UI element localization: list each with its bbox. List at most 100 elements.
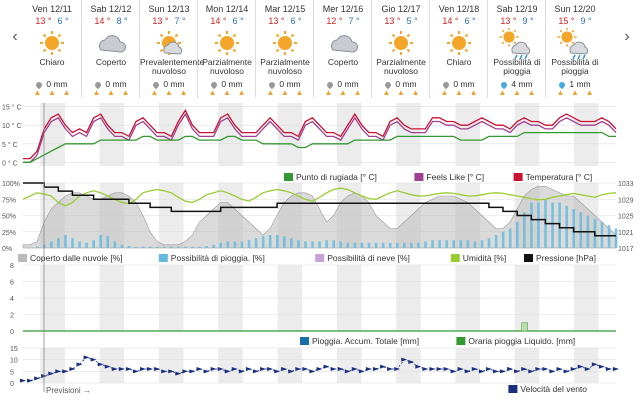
day-column[interactable]: Sun 12/20 15 ° 9 ° Possibilità di pioggia 1 … bbox=[545, 0, 604, 98]
day-column[interactable]: Mar 12/15 13 ° 6 ° Parzialmente nuvoloso 0 m… bbox=[255, 0, 314, 98]
cloud-legend-swatch bbox=[18, 254, 27, 262]
day-column[interactable]: Gio 12/17 13 ° 5 ° Parzialmente nuvoloso 0 m… bbox=[371, 0, 430, 98]
precip-prob-bar bbox=[480, 240, 484, 248]
cloud-night-band bbox=[598, 183, 616, 248]
cloud-y-tick: 100% bbox=[2, 181, 20, 188]
precip-prob-bar bbox=[360, 242, 364, 248]
next-day-button[interactable]: › bbox=[624, 28, 630, 45]
condition-text: Coperto bbox=[95, 57, 127, 67]
temp-night-band bbox=[480, 103, 498, 166]
precip-prob-bar bbox=[579, 212, 583, 248]
precip-prob-bar bbox=[99, 235, 103, 248]
precip-prob-bar bbox=[42, 244, 46, 248]
wind-arrow-icon bbox=[55, 369, 62, 374]
temp-y-tick: 0 ° C bbox=[2, 159, 18, 167]
precip-prob-bar bbox=[607, 225, 611, 248]
precip-prob-bar bbox=[600, 222, 604, 248]
precip-prob-bar bbox=[106, 236, 110, 248]
wind-legend-label: Velocità del vento bbox=[520, 384, 587, 394]
rain-amount: 0 mm bbox=[82, 79, 140, 89]
rain-day-band bbox=[158, 265, 184, 331]
precip-prob-bar bbox=[388, 242, 392, 248]
temp-night-band bbox=[497, 103, 515, 166]
wind-night-band bbox=[82, 348, 100, 383]
precip-prob-bar bbox=[466, 240, 470, 248]
cloud-night-band bbox=[361, 183, 379, 248]
wind-arrow-icon bbox=[203, 369, 210, 374]
day-column[interactable]: Sab 12/19 13 ° 9 ° Possibilità di pioggia 4 … bbox=[487, 0, 546, 98]
prev-day-button[interactable]: ‹ bbox=[12, 28, 18, 45]
precip-prob-bar bbox=[508, 228, 512, 248]
sun-phase-icons: ▲ ▲ ▲ bbox=[556, 88, 594, 97]
cloud-night-band bbox=[480, 183, 498, 248]
wind-arrow-icon bbox=[147, 367, 154, 371]
wind-arrow-icon bbox=[344, 369, 351, 374]
day-column[interactable]: Sab 12/12 14 ° 8 ° Coperto 0 mm ▲ ▲ ▲ bbox=[81, 0, 140, 98]
day-column[interactable]: Mon 12/14 14 ° 6 ° Parzialmente nuvoloso 0 m… bbox=[197, 0, 256, 98]
condition-text: Possibilità di pioggia bbox=[493, 57, 541, 76]
temp-night-band bbox=[556, 103, 574, 166]
sun-phase-icons: ▲ ▲ ▲ bbox=[208, 88, 246, 97]
rain-day-band bbox=[99, 265, 125, 331]
sun-phase-icons: ▲ ▲ ▲ bbox=[324, 88, 362, 97]
wind-y-tick: 10 bbox=[10, 358, 18, 365]
wind-arrow-icon bbox=[125, 367, 132, 371]
pressure-y-tick: 1029 bbox=[618, 197, 634, 204]
temp-y-tick: 5 ° C bbox=[2, 141, 18, 149]
precip-prob-bar bbox=[501, 231, 505, 248]
rain-amount: 0 mm bbox=[372, 79, 430, 89]
rain-night-band bbox=[420, 265, 439, 331]
temp-night-band bbox=[378, 103, 397, 166]
temp-legend-label: Feels Like [° C] bbox=[426, 172, 484, 182]
day-column[interactable]: Ven 12/11 13 ° 6 ° Chiaro 0 mm ▲ ▲ ▲ bbox=[23, 0, 81, 98]
pressure-y-tick: 1025 bbox=[618, 214, 634, 221]
sun-cloud-icon bbox=[149, 28, 189, 58]
condition-text: Prevalentemente nuvoloso bbox=[140, 57, 205, 76]
cloud-legend-swatch bbox=[315, 254, 325, 262]
wind-arrow-icon bbox=[189, 369, 196, 374]
wind-arrow-icon bbox=[556, 367, 563, 371]
precip-prob-bar bbox=[205, 246, 208, 248]
temp-max: 14 ° bbox=[94, 16, 111, 26]
wind-arrow-icon bbox=[111, 367, 118, 371]
precip-prob-bar bbox=[92, 240, 95, 248]
temp-day-band bbox=[514, 103, 540, 166]
wind-arrow-icon bbox=[274, 369, 281, 374]
temp-day-band bbox=[277, 103, 303, 166]
day-column[interactable]: Ven 12/18 14 ° 6 ° Chiaro 0 mm ▲ ▲ ▲ bbox=[429, 0, 488, 98]
rain-amount: 0 mm bbox=[23, 79, 81, 89]
precip-prob-bar bbox=[515, 222, 519, 248]
sun-icon bbox=[32, 28, 72, 58]
precip-prob-bar bbox=[431, 240, 434, 248]
wind-night-band bbox=[183, 348, 201, 383]
cloud-day-band bbox=[99, 183, 125, 248]
pressure-line bbox=[23, 182, 616, 237]
temp-legend-swatch bbox=[513, 173, 523, 181]
precip-prob-bar bbox=[113, 241, 117, 248]
wind-arrow-icon bbox=[450, 369, 457, 374]
wind-arrow-icon bbox=[238, 369, 245, 374]
precip-prob-bar bbox=[558, 202, 561, 248]
wind-arrow-icon bbox=[69, 367, 76, 371]
wind-night-band bbox=[598, 348, 616, 383]
rain-night-band bbox=[378, 265, 397, 331]
day-column[interactable]: Sun 12/13 13 ° 7 ° Prevalentemente nuvoloso… bbox=[139, 0, 205, 98]
precip-prob-bar bbox=[141, 246, 145, 248]
precip-prob-bar bbox=[586, 215, 590, 248]
wind-arrow-icon bbox=[464, 369, 471, 374]
precip-prob-bar bbox=[155, 246, 159, 248]
wind-arrow-icon bbox=[485, 367, 492, 371]
previsioni-label: Previsioni → bbox=[46, 386, 91, 395]
rain-day-band bbox=[514, 265, 540, 331]
rain-night-band bbox=[82, 265, 100, 331]
rain-amount: 0 mm bbox=[256, 79, 314, 89]
precip-prob-bar bbox=[64, 235, 67, 248]
day-column[interactable]: Mer 12/16 12 ° 7 ° Coperto 0 mm ▲ ▲ ▲ bbox=[313, 0, 372, 98]
wind-arrow-icon bbox=[323, 364, 330, 369]
temp-night-band bbox=[438, 103, 456, 166]
precip-prob-bar bbox=[50, 241, 53, 248]
precip-prob-bar bbox=[424, 241, 427, 248]
sun-phase-icons: ▲ ▲ ▲ bbox=[33, 88, 71, 97]
wind-night-band bbox=[539, 348, 557, 383]
temp-min: 6 ° bbox=[464, 16, 476, 26]
